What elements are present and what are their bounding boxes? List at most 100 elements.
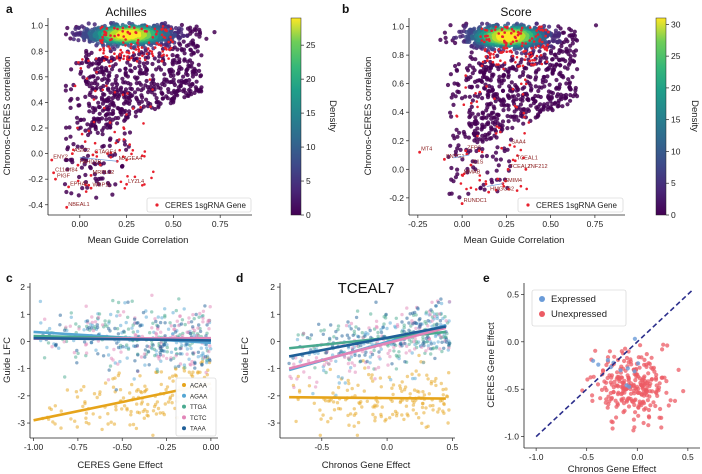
colorbar-tick-label: 0 [671,210,676,220]
density-point [550,38,555,43]
ceres-1sgrna-point [490,29,494,32]
ceres-1sgrna-point [528,39,531,42]
density-point [80,186,85,191]
density-point [103,65,108,71]
density-point [482,187,487,192]
ceres-1sgrna-point [167,40,170,44]
guide-point-acaa [51,420,55,424]
density-point [114,74,119,79]
guide-point-ttga [183,322,187,327]
ceres-1sgrna-point [145,52,149,56]
ceres-1sgrna-point [485,29,489,32]
guide-point-taaa [143,355,147,359]
guide-point-taaa [194,312,198,317]
colorbar-tick-label: 10 [306,142,316,152]
density-point [104,104,109,109]
density-point [573,92,578,97]
ceres-1sgrna-point [499,51,502,54]
density-point [162,77,167,82]
density-point [187,87,192,93]
density-point [530,96,535,101]
density-point [526,61,531,66]
guide-point-acaa [98,415,102,419]
density-point [454,127,459,132]
guide-point-tctc [174,354,178,358]
density-point [139,99,144,104]
guide-point-acaa [431,403,435,408]
guide-point-taaa [107,368,111,372]
legend-marker [155,203,159,207]
guide-point-ttga [423,320,427,324]
density-point [172,88,177,93]
density-point [495,53,500,59]
gene-label: FAHD2B [79,160,101,166]
density-point [166,87,171,92]
guide-point-taaa [116,332,121,336]
guide-point-acaa [122,404,127,408]
guide-point-tctc [64,325,68,329]
guide-point-acaa [367,372,371,377]
ceres-1sgrna-point [155,41,159,45]
guide-point-taaa [116,345,121,350]
density-point [155,99,160,104]
ceres-1sgrna-point [105,27,109,30]
density-point [453,149,458,154]
guide-point-tctc [185,352,189,356]
density-point [476,61,482,66]
ceres-1sgrna-point [124,38,127,41]
guide-point-acaa [422,393,427,397]
guide-point-taaa [147,363,151,367]
density-point [91,116,96,121]
ceres-1sgrna-point [160,33,164,37]
density-point [525,97,531,102]
density-point [455,134,460,139]
ceres-1sgrna-point [125,50,129,54]
density-point [83,128,88,133]
ceres-1sgrna-point [511,87,515,91]
guide-point-ttga [153,353,157,358]
density-point [177,41,182,46]
gene-label: NBEAL1 [68,202,89,208]
guide-point-acaa [357,401,361,405]
density-point [185,33,190,38]
guide-point-acaa [59,409,63,413]
ceres-1sgrna-point [165,48,168,51]
guide-point-taaa [113,326,117,331]
density-point [548,48,554,54]
density-point [495,112,501,117]
guide-point-ttga [151,321,155,325]
guide-point-agaa [343,381,347,385]
ceres-1sgrna-point [465,187,468,191]
density-point [146,100,151,106]
ceres-1sgrna-point [503,61,507,64]
ceres-1sgrna-point [510,27,514,31]
guide-point-acaa [420,405,425,410]
density-point [128,86,133,91]
density-point [468,148,473,153]
density-point [162,61,167,67]
density-point [132,90,138,95]
ceres-1sgrna-point [109,34,112,37]
guide-point-acaa [135,389,139,393]
guide-point-agaa [39,321,43,325]
ceres-1sgrna-point [133,26,136,30]
density-point [68,134,73,139]
y-tick-label: -0.4 [28,200,43,210]
guide-point-ttga [174,347,178,351]
density-point [197,68,202,73]
density-point [193,85,198,90]
guide-point-ttga [108,364,113,368]
guide-point-taaa [136,353,140,357]
density-point [75,144,80,149]
guide-point-acaa [120,407,124,411]
guide-point-acaa [391,392,395,397]
density-point [487,84,492,89]
density-point [473,115,478,120]
guide-point-agaa [143,363,147,367]
ceres-1sgrna-point [500,28,504,32]
density-point [468,54,473,60]
density-point [501,108,506,113]
guide-point-taaa [138,324,142,328]
density-point [448,110,453,115]
